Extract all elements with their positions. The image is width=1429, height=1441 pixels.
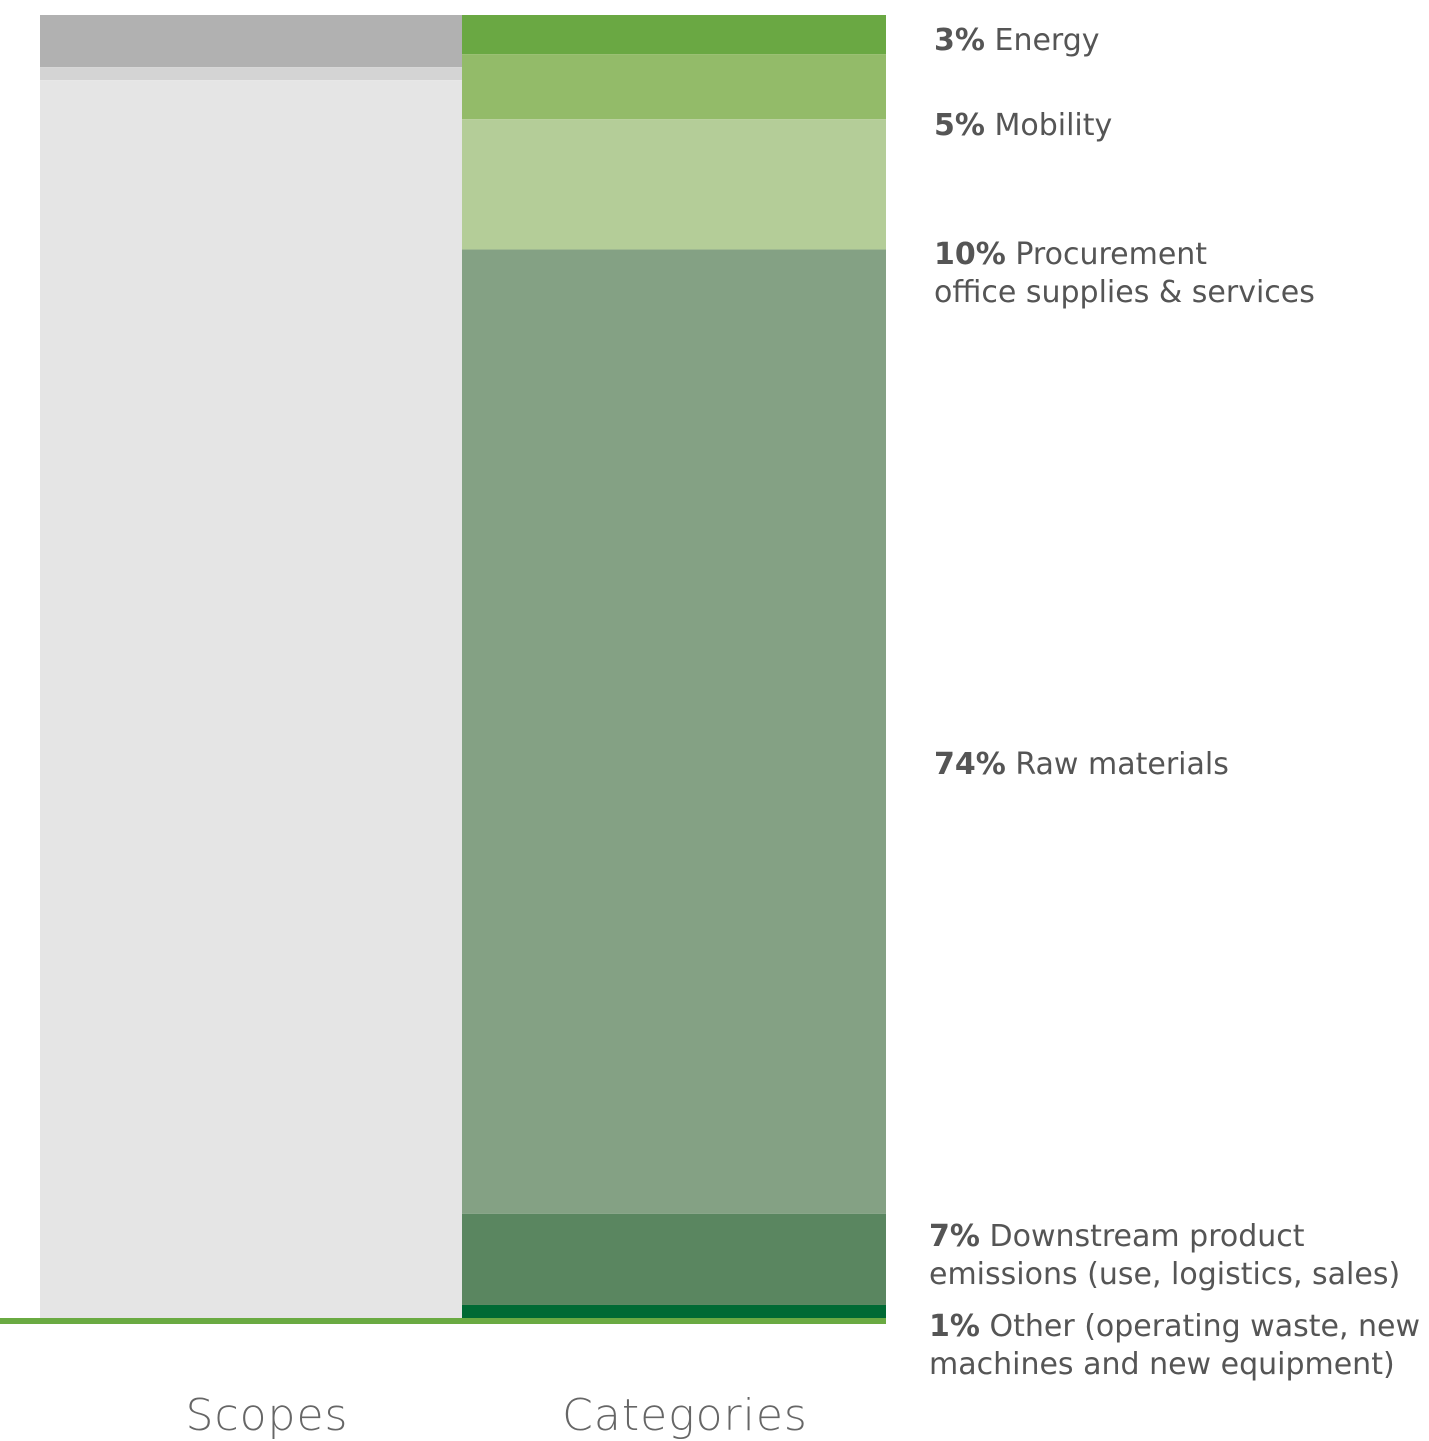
category-segment-1 (462, 54, 886, 120)
segment-label-4: 7% Downstream product emissions (use, log… (929, 1218, 1429, 1294)
category-segment-5 (462, 1304, 886, 1318)
segment-name-line: Other (operating waste, new (989, 1309, 1421, 1344)
segment-percent: 5% (934, 108, 985, 143)
segment-percent: 10% (934, 237, 1006, 272)
baseline (0, 1318, 886, 1324)
segment-name-line: office supplies & services (934, 275, 1315, 310)
segment-percent: 74% (934, 747, 1006, 782)
segment-name-line: emissions (use, logistics, sales) (929, 1257, 1401, 1292)
segment-label-0: 3% Energy (934, 22, 1429, 60)
segment-percent: 3% (934, 23, 985, 58)
segment-name-line: Raw materials (1015, 747, 1229, 782)
segment-label-2: 10% Procurement office supplies & service… (934, 236, 1429, 312)
scopes-column (40, 15, 462, 1318)
scope-segment-2 (40, 80, 462, 1318)
segment-name-line: machines and new equipment) (929, 1347, 1395, 1382)
segment-label-3: 74% Raw materials (934, 746, 1429, 784)
x-tick-scopes: Scopes (185, 1390, 349, 1441)
scope-segment-1 (40, 67, 462, 81)
segment-percent: 7% (929, 1219, 980, 1254)
category-segment-0 (462, 15, 886, 55)
segment-name-line: Mobility (994, 108, 1113, 143)
category-segment-3 (462, 249, 886, 1214)
segment-percent: 1% (929, 1309, 980, 1344)
segment-name-line: Procurement (1015, 237, 1208, 272)
category-segment-2 (462, 119, 886, 250)
segment-name-line: Downstream product (989, 1219, 1305, 1254)
category-segment-4 (462, 1213, 886, 1305)
scope-segment-0 (40, 15, 462, 68)
x-tick-categories: Categories (562, 1390, 808, 1441)
segment-name-line: Energy (994, 23, 1100, 58)
segment-label-1: 5% Mobility (934, 107, 1429, 145)
segment-label-5: 1% Other (operating waste, new machines a… (929, 1308, 1429, 1384)
categories-column (462, 15, 886, 1318)
